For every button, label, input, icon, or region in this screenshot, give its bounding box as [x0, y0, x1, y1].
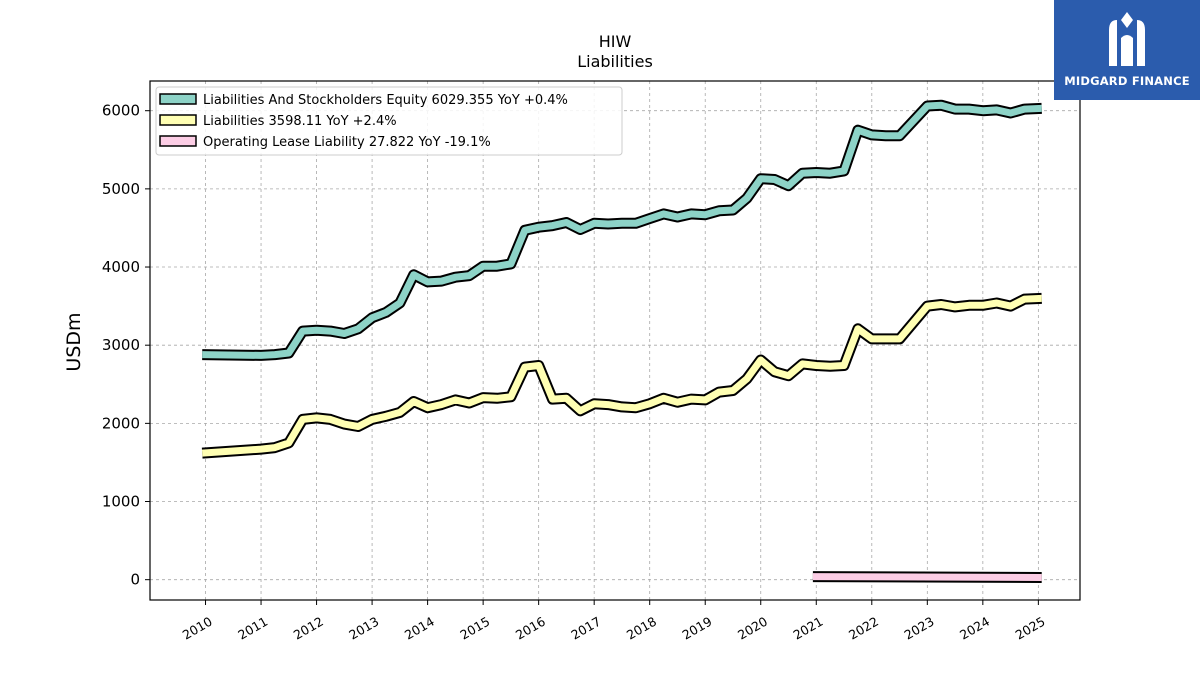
y-tick-label: 0	[130, 571, 140, 589]
brand-logo: MIDGARD FINANCE	[1054, 0, 1200, 100]
series-line	[201, 294, 1042, 457]
x-axis: 2010 2011 2012 2013 2014 2015 2016 2017 2018 2019…	[180, 600, 1048, 643]
chart-title: HIW	[599, 32, 632, 51]
series-2	[201, 292, 1042, 459]
x-tick-label: 2010	[180, 614, 215, 643]
legend-label: Operating Lease Liability 27.822 YoY -19…	[203, 135, 491, 150]
y-tick-label: 3000	[102, 336, 140, 354]
chart-subtitle: Liabilities	[577, 52, 653, 71]
grid	[150, 81, 1080, 600]
y-tick-label: 2000	[102, 414, 140, 432]
x-tick-label: 2022	[846, 614, 881, 643]
legend-label: Liabilities And Stockholders Equity 6029…	[203, 93, 568, 108]
x-tick-label: 2024	[957, 614, 992, 643]
x-tick-label: 2020	[735, 614, 770, 643]
y-tick-label: 6000	[102, 102, 140, 120]
series-layer	[201, 99, 1042, 583]
x-tick-label: 2023	[902, 614, 937, 643]
series-1	[202, 99, 1042, 361]
x-tick-label: 2021	[790, 614, 825, 643]
legend-swatch	[159, 135, 197, 147]
series-3	[812, 571, 1042, 583]
x-tick-label: 2025	[1013, 614, 1048, 643]
series-line	[202, 101, 1042, 359]
y-tick-label: 4000	[102, 258, 140, 276]
series-line	[812, 573, 1042, 581]
legend: Liabilities And Stockholders Equity 6029…	[155, 86, 623, 156]
x-tick-label: 2016	[513, 614, 548, 643]
y-axis: 0 1000 2000 3000 4000 5000 6000	[102, 102, 150, 589]
x-tick-label: 2015	[457, 614, 492, 643]
legend-swatch	[159, 93, 197, 105]
brand-name: MIDGARD FINANCE	[1064, 74, 1190, 88]
legend-swatch	[159, 114, 197, 126]
x-tick-label: 2011	[235, 614, 270, 643]
x-tick-label: 2012	[291, 614, 326, 643]
x-tick-label: 2017	[568, 614, 603, 643]
midgard-logo-icon	[1109, 12, 1145, 66]
x-tick-label: 2018	[624, 614, 659, 643]
y-tick-label: 5000	[102, 180, 140, 198]
x-tick-label: 2013	[346, 614, 381, 643]
y-tick-label: 1000	[102, 493, 140, 511]
plot-frame	[149, 80, 1081, 601]
x-tick-label: 2019	[679, 614, 714, 643]
x-tick-label: 2014	[402, 614, 437, 643]
legend-label: Liabilities 3598.11 YoY +2.4%	[203, 114, 397, 129]
y-axis-label: USDm	[63, 312, 85, 371]
legend-box	[155, 86, 623, 156]
